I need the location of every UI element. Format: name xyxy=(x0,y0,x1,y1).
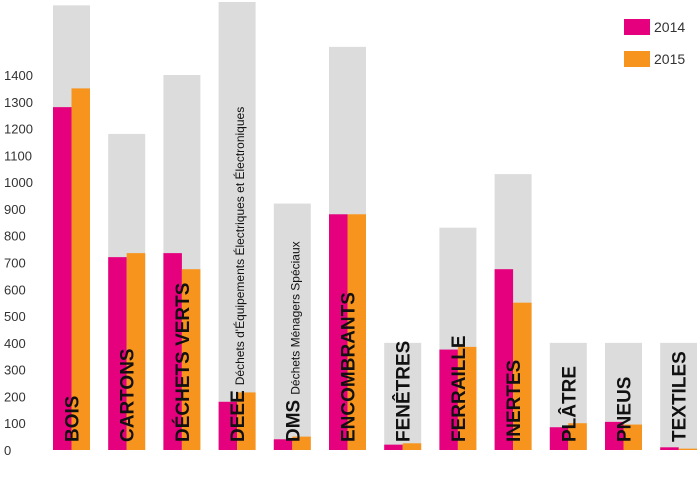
legend-swatch-2014 xyxy=(624,19,650,35)
category-name: PNEUS xyxy=(615,377,636,442)
bar-2014 xyxy=(108,257,127,450)
category-name: DÉCHETS VERTS xyxy=(172,283,194,442)
category-name: ENCOMBRANTS xyxy=(339,292,360,442)
y-tick-label: 500 xyxy=(4,309,26,324)
category-labels: BOIS CARTONS DÉCHETS VERTS DEEE Déchets d'Éq… xyxy=(63,107,691,442)
bar-2015 xyxy=(181,269,201,450)
y-tick-label: 200 xyxy=(4,389,26,404)
y-tick-label: 900 xyxy=(4,202,26,217)
category-name: DMS xyxy=(283,400,304,442)
category-label: FERRAILLE xyxy=(449,335,470,442)
bar-layer xyxy=(53,88,697,451)
y-tick-label: 700 xyxy=(4,256,26,271)
bar-2014 xyxy=(329,214,348,450)
y-tick-label: 1100 xyxy=(4,148,32,163)
y-tick-label: 1400 xyxy=(4,68,33,83)
legend-label-2015: 2015 xyxy=(654,51,685,67)
legend-label-2014: 2014 xyxy=(654,19,685,35)
category-label: INERTES xyxy=(504,360,525,442)
bar-2015 xyxy=(237,392,256,450)
y-tick-label: 800 xyxy=(4,229,26,244)
category-name: PLÂTRE xyxy=(558,366,580,442)
category-name: DEEE xyxy=(228,390,249,442)
label-background-layer xyxy=(53,2,697,450)
bar-2015 xyxy=(678,448,697,450)
category-label-background xyxy=(660,342,697,450)
bar-2015 xyxy=(513,302,532,450)
legend-swatch-2015 xyxy=(624,51,650,67)
y-axis-ticks: 0 100 200 300 400 500 600 700 800 900 1000 1100 1200… xyxy=(4,68,33,458)
bar-2014 xyxy=(163,253,182,450)
bar-2014 xyxy=(384,444,403,450)
bar-2015 xyxy=(71,88,90,451)
bar-2014 xyxy=(494,269,514,450)
category-label: CARTONS xyxy=(118,348,139,442)
y-tick-label: 1000 xyxy=(4,175,33,190)
y-tick-label: 1200 xyxy=(4,122,33,137)
bar-2014 xyxy=(218,401,238,450)
category-label: DEEE Déchets d'Équipements Électriques et… xyxy=(228,107,249,442)
category-label: ENCOMBRANTS xyxy=(339,292,360,442)
bar-2015 xyxy=(292,436,311,450)
category-name: BOIS xyxy=(63,396,84,442)
y-tick-label: 600 xyxy=(4,282,26,297)
bar-2015 xyxy=(623,424,642,450)
category-label: PLÂTRE xyxy=(558,366,580,442)
category-label-background xyxy=(384,342,422,450)
bar-2014 xyxy=(53,107,72,451)
y-tick-label: 0 xyxy=(4,443,11,458)
category-label: TEXTILES xyxy=(670,351,691,442)
legend: 2014 2015 xyxy=(624,19,685,67)
bar-2015 xyxy=(126,253,146,450)
category-name: FERRAILLE xyxy=(449,335,470,442)
y-tick-label: 1300 xyxy=(4,95,33,110)
category-subtitle: Déchets Ménagers Spéciaux xyxy=(288,241,302,394)
category-name: TEXTILES xyxy=(670,351,691,442)
bar-2015 xyxy=(347,214,366,450)
bar-2014 xyxy=(660,447,679,450)
y-tick-label: 400 xyxy=(4,336,26,351)
category-name: CARTONS xyxy=(118,348,139,442)
bar-2014 xyxy=(549,427,569,450)
y-tick-label: 300 xyxy=(4,363,26,378)
bar-2014 xyxy=(439,349,458,450)
bar-2014 xyxy=(273,439,293,450)
category-label-background xyxy=(273,203,311,450)
category-name: FENÊTRES xyxy=(393,341,415,442)
bar-2014 xyxy=(605,421,624,450)
y-tick-label: 100 xyxy=(4,416,26,431)
category-label: DMS Déchets Ménagers Spéciaux xyxy=(283,241,304,442)
category-name: INERTES xyxy=(504,360,525,442)
category-label: BOIS xyxy=(63,396,84,442)
bar-2015 xyxy=(568,423,587,450)
category-label: PNEUS xyxy=(615,377,636,442)
bar-2015 xyxy=(457,346,477,450)
category-label: FENÊTRES xyxy=(393,341,415,442)
bar-2015 xyxy=(402,443,422,450)
category-label-background xyxy=(218,2,256,450)
category-label: DÉCHETS VERTS xyxy=(172,283,194,442)
category-subtitle: Déchets d'Équipements Électriques et Éle… xyxy=(232,107,247,385)
